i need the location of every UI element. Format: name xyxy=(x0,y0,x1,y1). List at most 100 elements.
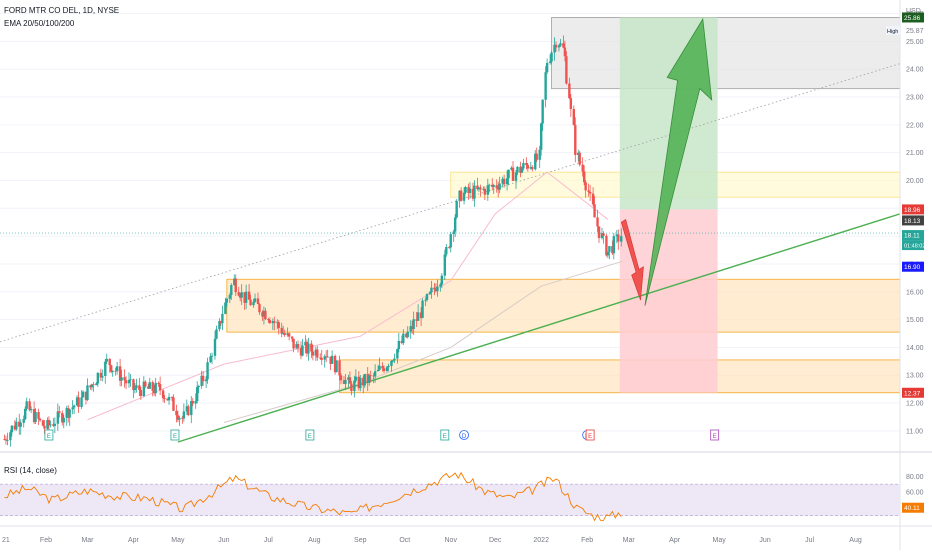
candle-body xyxy=(522,162,525,169)
candle-body xyxy=(526,165,530,169)
candle-body xyxy=(329,356,332,364)
candle-body xyxy=(237,292,240,296)
candle-body xyxy=(617,234,620,242)
price-tick-label: 13.00 xyxy=(906,373,924,380)
candle-body xyxy=(405,333,408,338)
candle-body xyxy=(261,312,264,317)
candle-body xyxy=(277,322,280,328)
candle-body xyxy=(440,275,444,285)
candle-body xyxy=(333,355,337,373)
indicator-title: EMA 20/50/100/200 xyxy=(4,19,75,28)
candle-body xyxy=(562,43,565,48)
candle-body xyxy=(369,375,372,377)
candle-body xyxy=(335,360,338,373)
candle-body xyxy=(154,382,157,394)
candle-body xyxy=(353,380,356,392)
candle-body xyxy=(194,401,197,404)
candle-body xyxy=(77,397,80,408)
candle-body xyxy=(554,44,558,48)
candle-body xyxy=(28,401,31,411)
candle-body xyxy=(539,123,543,150)
candle-body xyxy=(347,377,350,380)
candle-body xyxy=(10,425,14,433)
time-tick-label: Oct xyxy=(399,537,410,544)
price-tag-label: 18.96 xyxy=(904,207,921,214)
candle-body xyxy=(362,377,365,386)
stop-arrow xyxy=(620,218,644,301)
candle-body xyxy=(190,401,193,416)
candle-body xyxy=(430,287,433,293)
candle-body xyxy=(553,44,556,53)
candle-body xyxy=(52,424,55,426)
candle-body xyxy=(75,397,79,406)
candle-body xyxy=(95,383,98,386)
candle-body xyxy=(538,149,541,160)
zone-support xyxy=(226,278,901,333)
candle-body xyxy=(191,401,194,404)
candle-body xyxy=(56,411,60,424)
candle-body xyxy=(200,375,203,386)
candle-body xyxy=(491,184,494,187)
candle-body xyxy=(4,439,8,441)
time-tick-label: Mar xyxy=(81,537,94,544)
candle-body xyxy=(495,185,498,189)
candle-body xyxy=(382,368,386,371)
time-tick-label: Mar xyxy=(623,537,636,544)
candle-body xyxy=(9,432,12,441)
candle-body xyxy=(135,385,138,389)
time-tick-label: Jul xyxy=(805,537,814,544)
candle-body xyxy=(111,370,114,372)
candle-body xyxy=(587,190,590,192)
candle-body xyxy=(195,387,199,402)
candle-body xyxy=(455,200,458,218)
candle-body xyxy=(138,385,141,390)
candle-body xyxy=(53,423,57,426)
candle-body xyxy=(311,351,315,356)
candle-body xyxy=(482,188,485,190)
price-tag-label: 01:48:02 xyxy=(904,244,925,250)
candle-body xyxy=(25,401,28,409)
candle-body xyxy=(86,385,89,400)
candle-body xyxy=(287,333,291,337)
price-tick-label: 21.00 xyxy=(906,150,924,157)
candle-body xyxy=(153,390,156,394)
price-tag xyxy=(902,230,924,241)
price-tag-label: 25.86 xyxy=(904,15,921,22)
candle-body xyxy=(479,187,482,190)
candle-body xyxy=(32,409,36,423)
candle-body xyxy=(323,356,326,360)
candle-body xyxy=(381,365,384,369)
price-tick-label: 14.00 xyxy=(906,345,924,352)
candle-body xyxy=(209,356,212,363)
price-tick-label: 25.00 xyxy=(906,39,924,46)
event-label: E xyxy=(713,434,717,440)
candle-body xyxy=(378,365,381,370)
candle-body xyxy=(445,247,448,255)
candle-body xyxy=(596,217,599,227)
candle-body xyxy=(276,322,279,324)
event-label: E xyxy=(173,434,177,440)
candle-body xyxy=(221,313,224,324)
candle-body xyxy=(439,284,442,287)
candle-body xyxy=(615,234,619,237)
candle-body xyxy=(519,166,522,173)
time-tick-label: Nov xyxy=(445,537,458,544)
time-tick-label: May xyxy=(171,537,185,544)
candle-body xyxy=(123,377,126,381)
candle-body xyxy=(584,182,587,191)
candle-body xyxy=(620,236,623,242)
candle-body xyxy=(436,286,439,292)
candle-body xyxy=(492,185,495,187)
candle-body xyxy=(148,382,151,389)
candle-body xyxy=(213,338,217,356)
candle-body xyxy=(488,184,491,186)
time-tick-label: Aug xyxy=(849,537,862,544)
rsi-value-tag xyxy=(902,502,924,513)
candle-body xyxy=(477,187,481,190)
candle-body xyxy=(65,408,68,418)
price-tick-label: 22.00 xyxy=(906,122,924,129)
candle-body xyxy=(568,83,571,99)
candle-body xyxy=(166,398,169,401)
high-box xyxy=(886,26,900,35)
